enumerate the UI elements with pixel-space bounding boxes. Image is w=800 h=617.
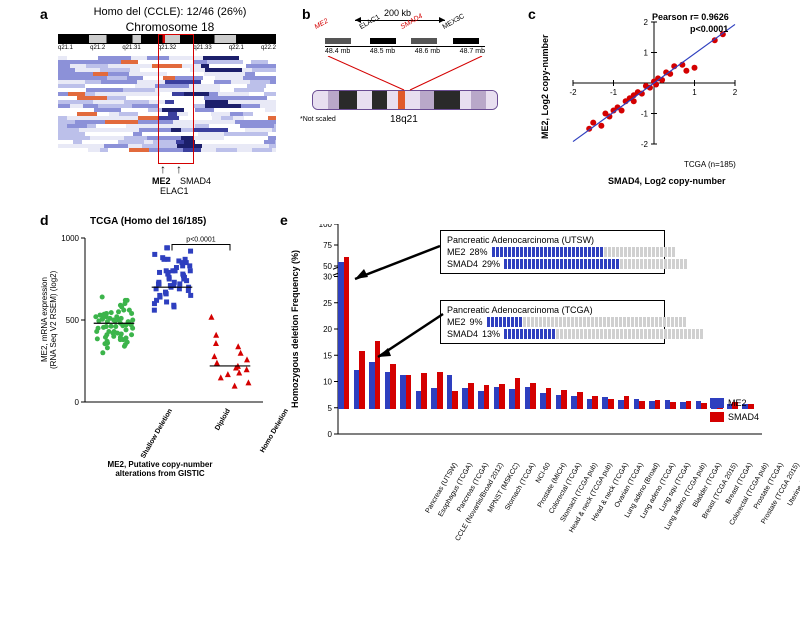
panel-e-inset-tcga: Pancreatic Adenocarcinoma (TCGA) ME29% SM… — [440, 300, 665, 344]
panel-a-title: Homo del (CCLE): 12/46 (26%) — [70, 6, 270, 18]
arrow-icon: ↑ — [160, 162, 166, 176]
bar-smad4 — [639, 401, 645, 409]
inset-row: ME29% — [447, 317, 658, 327]
svg-text:1: 1 — [644, 49, 649, 58]
panel-c-p-text: p<0.0001 — [690, 24, 728, 34]
bar-smad4 — [390, 364, 396, 409]
bar-smad4 — [608, 399, 614, 410]
panel-e-xticks: Pancreas (UTSW)Esophagus (TCGA)Pancreas … — [338, 458, 758, 598]
bar-smad4 — [561, 390, 567, 409]
svg-text:100: 100 — [319, 224, 333, 229]
bar-smad4 — [624, 396, 630, 409]
gene-label: ELAC1 — [359, 14, 382, 31]
arrow-icon — [373, 312, 453, 362]
svg-text:-2: -2 — [569, 88, 577, 97]
legend-smad4: SMAD4 — [710, 412, 759, 422]
svg-text:0: 0 — [328, 430, 333, 439]
bar-smad4 — [655, 400, 661, 409]
panel-a-elac1-label: ELAC1 — [160, 186, 189, 196]
legend-me2: ME2 — [710, 398, 747, 408]
gene-label: ME2 — [314, 18, 330, 31]
bar-smad4 — [686, 401, 692, 409]
svg-text:2: 2 — [733, 88, 738, 97]
svg-text:2: 2 — [644, 18, 649, 27]
bar-smad4 — [499, 384, 505, 409]
bar-smad4 — [452, 391, 458, 409]
bar-smad4 — [701, 403, 707, 409]
svg-text:15: 15 — [323, 351, 332, 360]
inset-row: SMAD429% — [447, 259, 658, 269]
svg-text:-2: -2 — [641, 140, 649, 149]
bar-smad4 — [344, 257, 350, 409]
bar-smad4 — [437, 372, 443, 409]
arrow-icon — [350, 244, 450, 284]
panel-e-label: e — [280, 212, 288, 228]
panel-b-gene-track: ME2ELAC1SMAD4MEX3C — [325, 28, 485, 48]
bar-smad4 — [468, 383, 474, 409]
panel-b-mb-ticks: 48.4 mb48.5 mb48.6 mb48.7 mb — [325, 48, 485, 55]
panel-d-label: d — [40, 212, 49, 228]
inset-row: ME228% — [447, 247, 658, 257]
bar-smad4 — [406, 375, 412, 409]
svg-text:5: 5 — [328, 404, 333, 413]
bar-smad4 — [577, 392, 583, 409]
panel-b-chrom-label: 18q21 — [390, 114, 418, 125]
panel-c-ylabel: ME2, Log2 copy-number — [540, 12, 552, 162]
panel-a-chrom-title: Chromosome 18 — [90, 20, 250, 34]
bar-smad4 — [421, 373, 427, 409]
svg-text:1000: 1000 — [61, 234, 79, 243]
svg-text:75: 75 — [323, 241, 332, 250]
panel-e-inset-utsw: Pancreatic Adenocarcinoma (UTSW) ME228% S… — [440, 230, 665, 274]
inset-title: Pancreatic Adenocarcinoma (TCGA) — [447, 305, 658, 315]
svg-text:p<0.0001: p<0.0001 — [186, 237, 215, 244]
arrow-icon: ↑ — [176, 162, 182, 176]
svg-text:10: 10 — [323, 378, 332, 387]
panel-d-xlabel: ME2, Putative copy-number alterations fr… — [70, 460, 250, 478]
panel-c-scatter: -2 -2 -1 -1 1 1 2 2 — [545, 12, 745, 172]
panel-c-xlabel: SMAD4, Log2 copy-number — [608, 176, 726, 186]
panel-a-label: a — [40, 6, 48, 22]
panel-c-n-text: TCGA (n=185) — [684, 160, 736, 169]
bar-smad4 — [546, 388, 552, 409]
svg-text:1: 1 — [692, 88, 697, 97]
svg-text:-1: -1 — [641, 110, 649, 119]
panel-a-highlight-box — [158, 34, 194, 164]
svg-text:-1: -1 — [610, 88, 618, 97]
bar-smad4 — [670, 402, 676, 409]
bar-smad4 — [359, 351, 365, 409]
panel-b-label: b — [302, 6, 311, 22]
panel-b-connector — [312, 56, 498, 92]
panel-b-footnote: *Not scaled — [300, 116, 336, 123]
bar-smad4 — [592, 396, 598, 409]
panel-b-ideogram — [312, 90, 498, 110]
bar-smad4 — [515, 378, 521, 410]
bar-smad4 — [530, 383, 536, 409]
svg-text:50: 50 — [323, 262, 332, 271]
panel-a-me2-label: ME2 — [152, 176, 171, 186]
panel-c-label: c — [528, 6, 536, 22]
gene-label: MEX3C — [442, 13, 466, 31]
svg-text:20: 20 — [323, 325, 332, 334]
panel-b-scale-text: 200 kb — [384, 8, 411, 18]
svg-text:500: 500 — [66, 316, 80, 325]
bar-smad4 — [748, 404, 754, 409]
panel-b-ruler — [325, 46, 485, 47]
inset-title: Pancreatic Adenocarcinoma (UTSW) — [447, 235, 658, 245]
inset-row: SMAD413% — [447, 329, 658, 339]
svg-text:30: 30 — [323, 273, 332, 282]
panel-d-ylabel: ME2, mRNA expression (RNA Seq V2 RSEM) (… — [40, 240, 52, 400]
svg-text:25: 25 — [323, 299, 332, 308]
panel-d-xticks: Shallow DeletionDiploidHomo Deletion — [76, 398, 256, 458]
xtick-label: Homo Deletion — [249, 408, 290, 472]
panel-a-smad4-label: SMAD4 — [180, 176, 211, 186]
panel-e-ylabel: Homozygous deletion Frequency (%) — [290, 224, 302, 434]
bar-smad4 — [484, 385, 490, 409]
panel-d-title: TCGA (Homo del 16/185) — [90, 216, 206, 227]
panel-c-r-text: Pearson r= 0.9626 — [652, 12, 729, 22]
